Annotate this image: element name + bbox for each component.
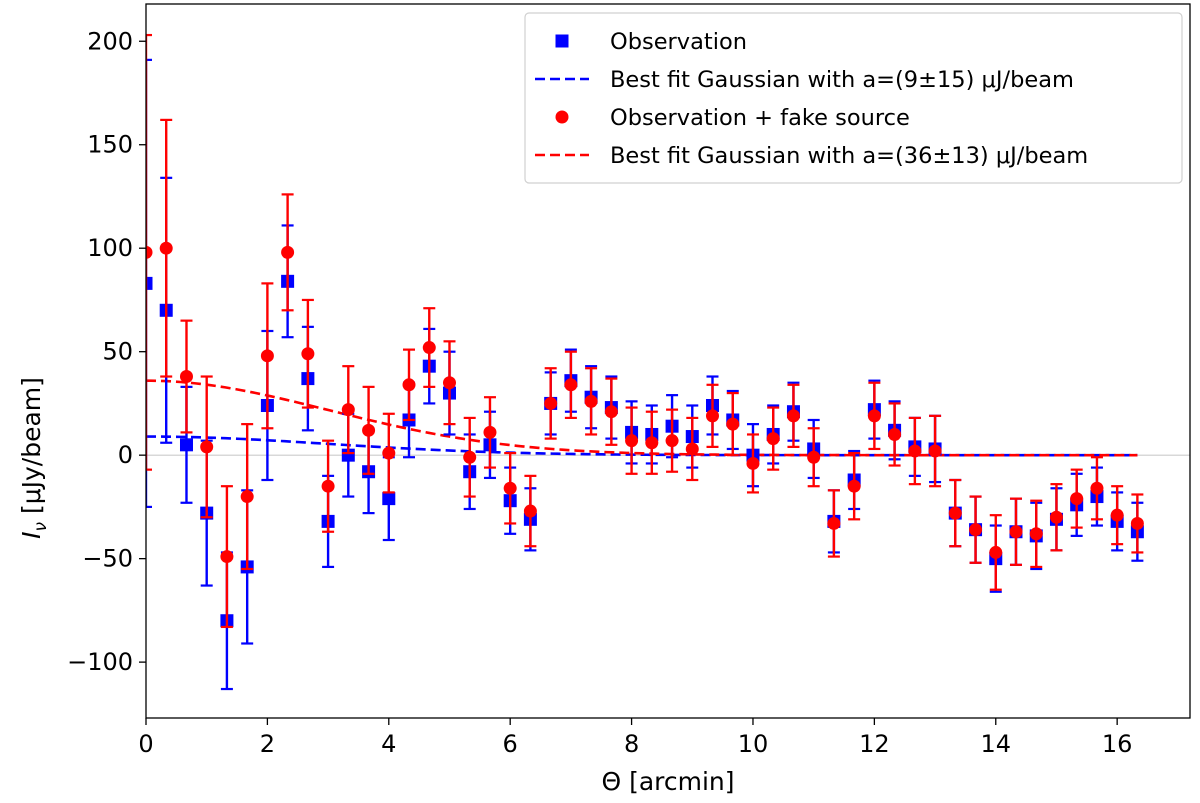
- data-point: [746, 456, 760, 470]
- data-point: [382, 446, 396, 460]
- data-point: [726, 417, 740, 431]
- data-point: [483, 425, 497, 439]
- data-point: [1090, 481, 1104, 495]
- data-point: [625, 434, 639, 448]
- data-point: [523, 504, 537, 518]
- legend-entry: Observation: [555, 29, 747, 55]
- data-point: [645, 436, 659, 450]
- data-point: [503, 481, 517, 495]
- data-point: [341, 403, 355, 417]
- plot-area: [145, 3, 1191, 719]
- data-point: [705, 409, 719, 423]
- data-point: [1130, 516, 1144, 530]
- legend-entry: Best fit Gaussian with a=(9±15) μJ/beam: [535, 67, 1074, 93]
- data-point: [159, 241, 173, 255]
- data-point: [888, 427, 902, 441]
- legend-marker: [555, 110, 569, 124]
- legend-entry: Best fit Gaussian with a=(36±13) μJ/beam: [535, 143, 1088, 169]
- y-axis: −100 −50 0 50 100 150 200: [67, 27, 146, 676]
- legend-label: Observation: [610, 29, 747, 55]
- data-point: [867, 409, 881, 423]
- data-point: [301, 347, 315, 361]
- data-point: [1029, 527, 1043, 541]
- data-point: [422, 341, 436, 355]
- data-point: [220, 550, 234, 564]
- data-point: [584, 394, 598, 408]
- data-point: [442, 376, 456, 390]
- data-point: [604, 405, 618, 419]
- y-tick-label: 150: [87, 131, 133, 159]
- x-axis-label: Θ [arcmin]: [601, 767, 734, 796]
- legend-label: Best fit Gaussian with a=(9±15) μJ/beam: [610, 67, 1074, 93]
- data-point: [948, 506, 962, 520]
- data-point: [200, 440, 214, 454]
- y-tick-label: 50: [102, 338, 133, 366]
- data-point: [1009, 525, 1023, 539]
- data-point: [146, 245, 153, 259]
- plot-frame: [145, 3, 1191, 719]
- x-tick-label: 4: [381, 730, 396, 758]
- x-tick-label: 14: [980, 730, 1011, 758]
- data-point: [786, 409, 800, 423]
- x-tick-label: 8: [624, 730, 639, 758]
- data-point: [1110, 508, 1124, 522]
- data-point: [179, 370, 193, 384]
- data-point: [928, 444, 942, 458]
- plot-content: [146, 33, 1190, 691]
- legend-label: Observation + fake source: [610, 105, 910, 131]
- legend-entry: Observation + fake source: [555, 105, 910, 131]
- x-tick-label: 16: [1102, 730, 1133, 758]
- data-point: [341, 448, 355, 462]
- legend-marker: [555, 34, 569, 48]
- data-point: [1070, 492, 1084, 506]
- data-point: [544, 396, 558, 410]
- data-point: [281, 245, 295, 259]
- data-point: [665, 434, 679, 448]
- data-point: [969, 523, 983, 537]
- legend: Observation Best fit Gaussian with a=(9±1…: [524, 12, 1183, 184]
- series-observation-fake-source: [146, 33, 1144, 629]
- data-point: [989, 545, 1003, 559]
- y-axis-label-main: I: [17, 532, 46, 539]
- y-tick-label: 0: [118, 441, 133, 469]
- data-point: [402, 378, 416, 392]
- data-point: [685, 442, 699, 456]
- data-point: [362, 423, 376, 437]
- y-axis-label-sub: ν: [31, 522, 51, 532]
- data-point: [564, 378, 578, 392]
- x-tick-label: 10: [738, 730, 769, 758]
- legend-box: [524, 12, 1183, 184]
- y-tick-label: −100: [67, 648, 133, 676]
- x-tick-label: 0: [138, 730, 153, 758]
- y-tick-label: 200: [87, 27, 133, 55]
- y-tick-label: 100: [87, 234, 133, 262]
- y-axis-label-rest: [μJy/beam]: [17, 377, 46, 522]
- data-point: [463, 450, 477, 464]
- x-axis: 0 2 4 6 8 10 12 14 16: [138, 718, 1132, 758]
- fit-curve-2: [146, 379, 1138, 457]
- data-point: [321, 479, 335, 493]
- x-tick-label: 12: [859, 730, 890, 758]
- x-tick-label: 2: [260, 730, 275, 758]
- data-point: [827, 516, 841, 530]
- y-tick-label: −50: [82, 545, 133, 573]
- data-point: [847, 479, 861, 493]
- x-tick-label: 6: [503, 730, 518, 758]
- data-point: [766, 432, 780, 446]
- data-point: [908, 444, 922, 458]
- data-point: [179, 438, 193, 452]
- data-point: [1049, 510, 1063, 524]
- y-axis-label: Iν [μJy/beam]: [17, 377, 51, 539]
- data-point: [382, 492, 396, 506]
- data-point: [807, 450, 821, 464]
- data-point: [240, 490, 254, 504]
- data-point: [146, 276, 153, 290]
- legend-label: Best fit Gaussian with a=(36±13) μJ/beam: [610, 143, 1088, 169]
- data-point: [260, 349, 274, 363]
